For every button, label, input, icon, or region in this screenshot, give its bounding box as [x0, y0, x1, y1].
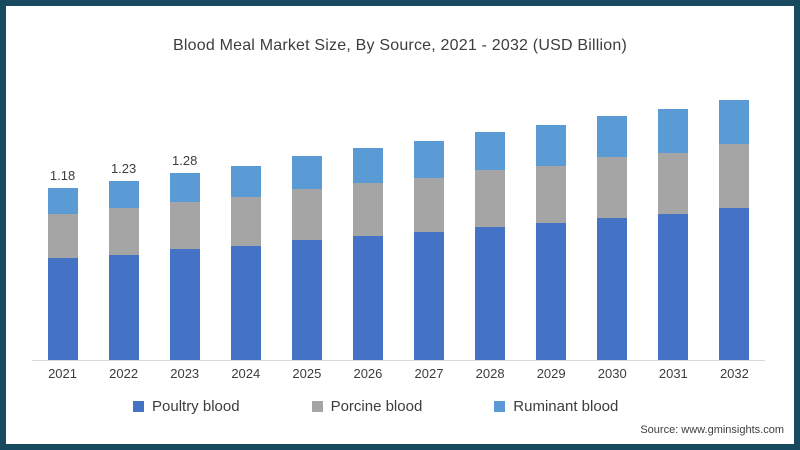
- legend: Poultry blood Porcine blood Ruminant blo…: [133, 398, 618, 415]
- stacked-bar-2032: [719, 100, 750, 360]
- x-axis-label-2032: 2032: [719, 366, 749, 381]
- poultry-blood-segment: [475, 227, 506, 360]
- ruminant-blood-segment: [719, 100, 750, 145]
- ruminant-blood-segment: [108, 180, 139, 209]
- bar-column-2029: [521, 88, 582, 360]
- bar-column-2028: [460, 88, 521, 360]
- porcine-blood-segment: [230, 196, 261, 247]
- legend-item-porcine-blood: Porcine blood: [311, 398, 423, 415]
- x-axis-label-2023: 2023: [170, 366, 200, 381]
- ruminant-blood-segment: [230, 165, 261, 197]
- poultry-blood-segment: [536, 222, 567, 360]
- bar-column-2023: 1.28: [154, 88, 215, 360]
- legend-item-ruminant-blood: Ruminant blood: [494, 398, 618, 415]
- poultry-blood-segment: [414, 231, 444, 360]
- x-axis-label-2021: 2021: [48, 366, 77, 381]
- porcine-blood-segment: [352, 183, 383, 236]
- x-axis-label-2031: 2031: [658, 366, 688, 381]
- stacked-bar-2022: [108, 180, 139, 360]
- bar-column-2025: [276, 88, 337, 360]
- ruminant-blood-swatch-icon: [494, 401, 506, 412]
- porcine-blood-segment: [47, 214, 78, 258]
- ruminant-blood-segment: [352, 148, 383, 184]
- porcine-blood-segment: [291, 189, 322, 241]
- poultry-blood-segment: [47, 257, 78, 360]
- poultry-blood-segment: [108, 254, 139, 360]
- legend-item-poultry-blood: Poultry blood: [133, 398, 240, 415]
- x-axis-label-2027: 2027: [414, 366, 444, 381]
- stacked-bar-2021: [47, 187, 78, 360]
- legend-label: Ruminant blood: [513, 398, 619, 415]
- x-axis-label-2022: 2022: [109, 366, 139, 381]
- chart-title: Blood Meal Market Size, By Source, 2021 …: [173, 37, 627, 54]
- x-axis-label-2025: 2025: [292, 366, 322, 381]
- x-axis-label-2028: 2028: [475, 366, 505, 381]
- bar-total-label: 1.23: [110, 160, 137, 176]
- bar-column-2021: 1.18: [32, 88, 93, 360]
- bar-total-label: 1.28: [172, 153, 198, 169]
- stacked-bar-2023: [169, 173, 200, 360]
- stacked-bar-2024: [230, 165, 261, 360]
- stacked-bar-2028: [475, 132, 506, 360]
- plot-area: 1.18 1.23 1.28: [32, 88, 765, 361]
- x-axis-label-2026: 2026: [353, 366, 383, 381]
- bar-column-2026: [337, 88, 398, 360]
- x-axis-label-2029: 2029: [536, 366, 566, 381]
- bar-column-2031: [643, 88, 704, 360]
- ruminant-blood-segment: [475, 132, 506, 171]
- legend-label: Poultry blood: [152, 398, 240, 415]
- stacked-bar-2027: [414, 141, 444, 360]
- porcine-blood-segment: [536, 165, 567, 223]
- porcine-blood-segment: [719, 144, 750, 209]
- poultry-blood-segment: [719, 208, 750, 360]
- x-axis: 2021 2022 2023 2024 2025 2026 2027 2028 2029 2030…: [32, 366, 765, 381]
- source-attribution: Source: www.gminsights.com: [640, 424, 784, 436]
- poultry-blood-segment: [169, 249, 200, 360]
- poultry-blood-segment: [230, 246, 261, 360]
- ruminant-blood-segment: [291, 155, 322, 190]
- poultry-blood-segment: [352, 235, 383, 360]
- ruminant-blood-segment: [658, 108, 689, 153]
- x-axis-label-2030: 2030: [597, 366, 627, 381]
- bar-column-2032: [704, 88, 765, 360]
- ruminant-blood-segment: [536, 125, 567, 166]
- bar-column-2024: [215, 88, 276, 360]
- bar-column-2030: [582, 88, 643, 360]
- bar-total-label: 1.18: [49, 167, 76, 183]
- porcine-blood-swatch-icon: [311, 401, 323, 412]
- stacked-bar-2030: [597, 116, 628, 360]
- poultry-blood-segment: [597, 218, 628, 360]
- porcine-blood-segment: [169, 202, 200, 249]
- stacked-bar-2031: [658, 108, 689, 360]
- porcine-blood-segment: [597, 157, 628, 219]
- ruminant-blood-segment: [169, 173, 200, 203]
- stacked-bar-2025: [291, 155, 322, 360]
- bar-column-2027: [398, 88, 459, 360]
- poultry-blood-swatch-icon: [133, 401, 144, 412]
- stacked-bar-2029: [536, 125, 567, 360]
- poultry-blood-segment: [291, 240, 322, 360]
- porcine-blood-segment: [414, 177, 444, 232]
- porcine-blood-segment: [108, 208, 139, 255]
- ruminant-blood-segment: [414, 141, 444, 178]
- x-axis-label-2024: 2024: [231, 366, 261, 381]
- poultry-blood-segment: [658, 214, 689, 360]
- ruminant-blood-segment: [597, 116, 628, 158]
- legend-label: Porcine blood: [330, 398, 423, 415]
- ruminant-blood-segment: [47, 187, 78, 215]
- stacked-bar-2026: [352, 148, 383, 360]
- porcine-blood-segment: [475, 170, 506, 228]
- bar-column-2022: 1.23: [93, 88, 154, 360]
- porcine-blood-segment: [658, 152, 689, 214]
